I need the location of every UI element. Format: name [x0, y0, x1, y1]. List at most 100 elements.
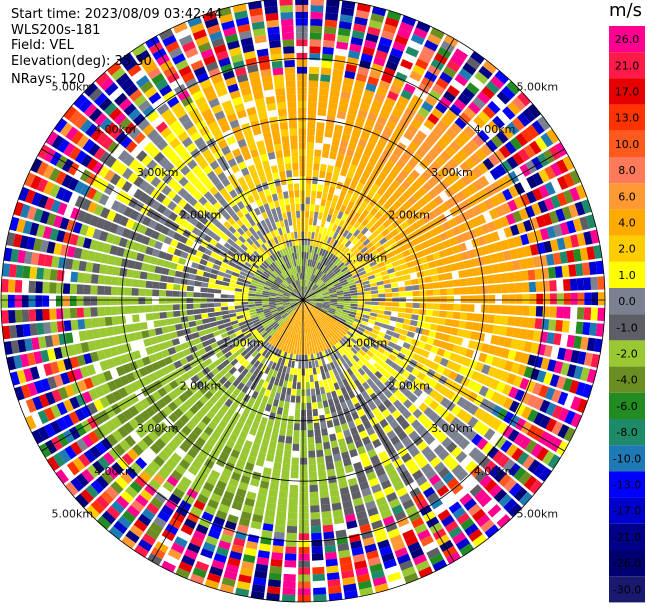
- velocity-gate: [189, 482, 202, 493]
- velocity-gate: [214, 289, 222, 294]
- velocity-gate: [340, 90, 351, 100]
- velocity-gate: [271, 384, 278, 393]
- velocity-gate: [296, 347, 300, 355]
- velocity-gate: [570, 412, 582, 428]
- velocity-gate: [215, 279, 223, 285]
- velocity-gate: [152, 281, 160, 289]
- velocity-gate: [421, 463, 433, 475]
- velocity-gate: [21, 295, 29, 308]
- velocity-gate: [513, 487, 528, 502]
- velocity-gate: [241, 385, 250, 394]
- velocity-gate: [425, 254, 435, 262]
- ray: [303, 300, 433, 578]
- velocity-gate: [161, 529, 176, 542]
- velocity-gate: [295, 25, 308, 33]
- ray: [303, 10, 402, 300]
- velocity-gate: [278, 490, 288, 499]
- velocity-gate: [303, 279, 305, 287]
- velocity-gate: [299, 183, 305, 191]
- velocity-gate: [359, 452, 369, 462]
- velocity-gate: [498, 262, 507, 273]
- velocity-gate: [417, 208, 427, 218]
- velocity-gate: [362, 280, 370, 286]
- velocity-gate: [444, 145, 457, 157]
- ray: [266, 300, 303, 602]
- velocity-gate: [404, 336, 413, 344]
- velocity-gate: [319, 248, 324, 256]
- velocity-gate: [432, 559, 448, 572]
- velocity-gate: [299, 306, 302, 314]
- velocity-gate: [362, 238, 371, 246]
- velocity-gate: [224, 461, 235, 472]
- velocity-gate: [318, 271, 324, 279]
- velocity-gate: [526, 175, 538, 189]
- velocity-gate: [112, 266, 121, 276]
- velocity-gate: [398, 394, 408, 404]
- velocity-gate: [379, 36, 393, 47]
- velocity-gate: [477, 162, 489, 174]
- velocity-gate: [418, 52, 432, 64]
- velocity-gate: [421, 101, 434, 113]
- velocity-gate: [315, 128, 324, 137]
- velocity-gate: [311, 283, 317, 290]
- velocity-gate: [203, 323, 211, 330]
- velocity-gate: [198, 517, 212, 529]
- velocity-gate: [439, 288, 447, 296]
- velocity-gate: [508, 386, 519, 399]
- velocity-gate: [385, 521, 398, 533]
- velocity-gate: [213, 302, 221, 307]
- velocity-gate: [261, 438, 270, 447]
- velocity-gate: [233, 537, 246, 547]
- velocity-gate: [396, 487, 408, 498]
- velocity-gate: [396, 215, 406, 224]
- velocity-gate: [286, 387, 292, 396]
- velocity-gate: [332, 418, 340, 427]
- velocity-gate: [290, 471, 299, 479]
- velocity-gate: [582, 383, 593, 399]
- velocity-gate: [316, 456, 325, 465]
- velocity-gate: [207, 499, 219, 510]
- velocity-gate: [467, 340, 477, 350]
- velocity-gate: [409, 487, 422, 499]
- velocity-gate: [545, 402, 557, 416]
- velocity-gate: [431, 107, 444, 120]
- velocity-gate: [319, 365, 325, 374]
- velocity-gate: [239, 430, 248, 440]
- velocity-gate: [309, 293, 316, 297]
- velocity-gate: [278, 379, 284, 387]
- velocity-gate: [364, 291, 372, 295]
- velocity-gate: [429, 553, 444, 566]
- velocity-gate: [404, 535, 419, 547]
- velocity-gate: [267, 496, 277, 505]
- velocity-gate: [526, 231, 537, 244]
- velocity-gate: [375, 335, 384, 342]
- velocity-gate: [312, 170, 319, 178]
- velocity-gate: [299, 485, 308, 493]
- velocity-gate: [285, 338, 290, 346]
- velocity-gate: [412, 435, 424, 446]
- velocity-gate: [544, 165, 556, 180]
- velocity-gate: [310, 267, 315, 274]
- velocity-gate: [325, 314, 333, 320]
- velocity-gate: [145, 313, 154, 321]
- velocity-gate: [159, 312, 167, 319]
- velocity-gate: [429, 244, 439, 253]
- velocity-gate: [365, 253, 373, 260]
- velocity-gate: [344, 301, 351, 304]
- velocity-gate: [412, 469, 424, 481]
- velocity-gate: [459, 278, 468, 287]
- velocity-gate: [310, 204, 315, 212]
- velocity-gate: [412, 493, 425, 505]
- velocity-gate: [305, 306, 309, 313]
- velocity-gate: [227, 306, 235, 310]
- velocity-gate: [298, 320, 301, 328]
- velocity-gate: [124, 296, 132, 305]
- velocity-gate: [517, 112, 531, 127]
- velocity-gate: [343, 126, 353, 136]
- velocity-gate: [561, 265, 570, 278]
- velocity-gate: [327, 193, 334, 201]
- velocity-gate: [297, 94, 307, 101]
- velocity-gate: [309, 303, 316, 307]
- velocity-gate: [563, 348, 573, 362]
- velocity-gate: [461, 187, 472, 199]
